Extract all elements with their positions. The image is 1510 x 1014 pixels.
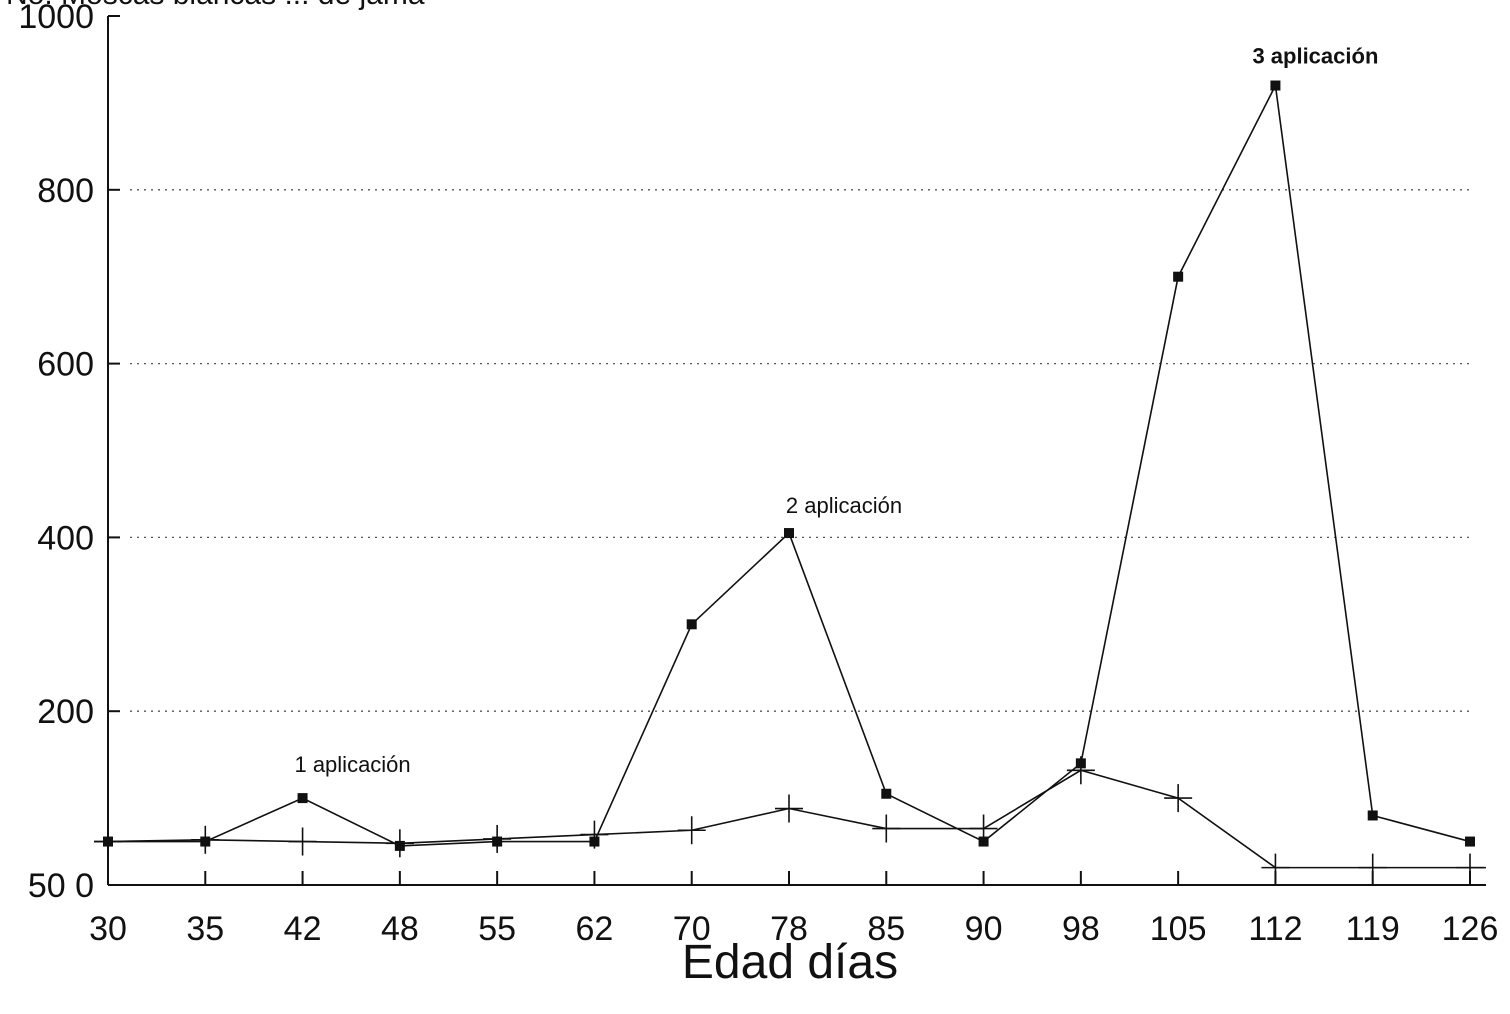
square-marker	[297, 793, 308, 804]
plus-marker	[969, 814, 998, 843]
plus-marker	[775, 794, 803, 823]
plus-marker	[677, 816, 706, 845]
x-tick-label: 105	[1150, 910, 1207, 948]
plus-marker	[385, 829, 414, 858]
square-marker	[881, 788, 892, 799]
x-tick-label: 48	[381, 910, 419, 948]
axes	[107, 16, 1486, 886]
x-tick-label: 55	[478, 910, 516, 948]
plus-marker	[1456, 853, 1484, 882]
plus-marker	[1164, 784, 1193, 813]
plus-marker	[94, 827, 122, 856]
annotations: 1 aplicación 2 aplicación 3 aplicación	[294, 44, 1378, 778]
plus-marker	[1261, 853, 1290, 882]
y-tick-label: 200	[37, 693, 94, 731]
x-tick-label: 35	[186, 910, 224, 948]
x-tick-label: 70	[673, 910, 711, 948]
series-line-1	[108, 82, 1471, 847]
plus-marker	[483, 824, 512, 853]
y-tick-label: 600	[37, 346, 94, 384]
x-tick-label: 90	[965, 910, 1003, 948]
x-tick-label: 42	[284, 910, 322, 948]
square-marker	[686, 619, 697, 630]
series-layer	[94, 80, 1486, 882]
plus-marker	[1066, 756, 1095, 785]
plus-marker	[1358, 853, 1387, 882]
grid-lines	[130, 189, 1470, 712]
annotation-label: 3 aplicación	[1252, 44, 1378, 69]
annotation-label: 2 aplicación	[786, 493, 902, 518]
x-tick-label: 62	[576, 910, 614, 948]
plus-marker	[191, 825, 220, 854]
x-tick-label: 119	[1346, 910, 1400, 948]
square-marker	[1465, 836, 1475, 847]
plus-marker	[288, 827, 317, 856]
x-tick-label: 112	[1248, 910, 1302, 948]
plus-marker	[580, 820, 609, 849]
square-marker	[784, 528, 794, 539]
y-tick-label: 50 0	[28, 867, 94, 905]
y-tick-label: 800	[37, 172, 94, 210]
annotation-label: 1 aplicación	[294, 752, 410, 777]
x-tick-label: 85	[867, 910, 905, 948]
y-axis-ticks: 50 0 200 400 600 800 1000	[18, 0, 120, 905]
square-marker	[1270, 80, 1281, 91]
y-axis-title: No. Moscas blancas ... de jama	[6, 0, 425, 11]
square-marker	[1367, 810, 1378, 821]
x-tick-label: 126	[1442, 910, 1499, 948]
y-tick-label: 400	[37, 519, 94, 557]
x-tick-label: 98	[1062, 910, 1100, 948]
x-tick-label: 78	[770, 910, 808, 948]
y-tick-label: 1000	[18, 0, 94, 36]
x-axis-title: Edad días	[682, 936, 898, 989]
x-axis-ticks: 30 35 42 48 55 62 70 78 85 90 98 105 112 119 126	[89, 871, 1498, 948]
x-tick-label: 30	[89, 910, 127, 948]
square-marker	[1173, 271, 1184, 282]
plus-marker	[872, 814, 901, 843]
